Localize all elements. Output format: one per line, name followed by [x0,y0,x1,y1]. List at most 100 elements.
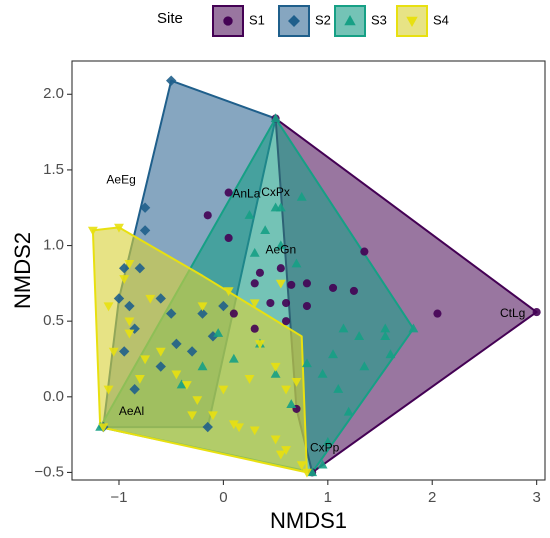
point-s4 [275,279,286,289]
point-s3 [275,202,286,212]
legend-marker-s3 [344,15,356,26]
point-s2 [139,202,151,213]
point-s2 [202,421,213,433]
x-tick-label: −1 [110,489,127,506]
point-s4 [181,381,192,390]
x-tick-label: 0 [219,489,227,506]
point-s1 [328,283,338,292]
y-tick-label: 1.0 [43,237,64,254]
point-s3 [317,368,328,378]
point-s2 [113,293,125,304]
point-s4 [270,362,281,372]
y-tick-label: 0.5 [43,312,64,329]
point-s4 [119,275,130,285]
point-s2 [119,263,130,274]
point-s4 [124,317,135,327]
annotation-label: CxPp [310,440,340,454]
point-s3 [213,328,224,337]
y-axis-title: NMDS2 [10,232,35,309]
point-s3 [301,358,312,368]
legend-title: Site [157,10,183,27]
point-s4 [296,461,307,471]
hull-layer [91,79,538,474]
legend-label: S3 [371,12,387,27]
point-s2 [218,300,229,312]
point-s2 [165,308,177,319]
point-s4 [124,329,135,339]
point-s1 [250,324,259,333]
point-s2 [119,346,130,357]
x-axis: −1 0 1 2 3 [110,480,541,506]
point-s4 [301,468,312,478]
point-s4 [234,423,245,433]
legend-key-s1 [212,5,244,37]
point-s4 [249,299,260,309]
point-s3 [270,368,281,378]
point-s4 [228,420,239,430]
point-s2 [171,338,182,350]
point-s1 [266,298,275,308]
point-s4 [124,260,135,269]
legend-marker-s4 [406,16,418,27]
annotation-label: AnLa [232,186,260,200]
y-tick-label: 0.0 [43,388,64,405]
point-s4 [255,340,265,350]
point-s4 [187,411,198,421]
point-s3 [228,353,239,363]
point-s3 [260,225,271,235]
point-s1 [302,279,311,288]
point-s3 [286,399,297,409]
point-s3 [408,323,419,333]
point-s1 [250,279,259,288]
point-s1 [281,317,291,326]
point-s3 [380,331,391,340]
point-layer [87,75,541,478]
point-s4 [275,450,286,460]
point-s3 [296,191,307,201]
point-s3 [317,459,328,469]
legend-label: S4 [433,12,449,27]
legend-label: S2 [315,12,331,27]
annotation-label: CxPx [261,185,290,199]
point-s4 [103,302,114,312]
point-s3 [380,323,391,333]
y-tick-label: −0.5 [34,463,64,480]
annotation-label: AeAl [119,404,144,418]
y-tick-label: 1.5 [43,161,64,178]
point-s3 [359,361,370,371]
y-tick-label: 2.0 [43,85,64,102]
point-s4 [208,411,218,421]
x-axis-title: NMDS1 [270,508,347,533]
point-s2 [197,308,208,319]
annotation-label: AeGn [265,242,296,256]
point-s2 [134,263,146,274]
point-s4 [103,385,114,395]
point-s4 [171,370,182,380]
point-s4 [145,294,156,304]
point-s1 [532,308,541,317]
point-s4 [140,355,151,365]
point-s3 [328,349,338,359]
point-s4 [114,223,124,233]
point-s1 [224,233,233,243]
point-s2 [155,361,166,372]
point-s3 [176,379,187,389]
point-s3 [270,113,281,123]
point-s4 [155,347,166,357]
point-s4 [249,426,260,436]
point-s3 [291,258,302,268]
point-s3 [275,240,286,250]
point-s4 [192,396,203,406]
point-s1 [433,309,442,318]
point-s1 [349,286,358,295]
legend-key-s4 [396,5,428,37]
point-s4 [134,375,145,384]
point-s1 [302,301,311,311]
point-s1 [224,188,233,197]
point-s2 [207,331,219,342]
y-axis: −0.5 0.0 0.5 1.0 1.5 2.0 [34,85,72,480]
point-s3 [244,210,255,219]
legend-marker-s2 [288,15,300,27]
point-s3 [249,247,260,257]
point-s1 [281,298,291,308]
